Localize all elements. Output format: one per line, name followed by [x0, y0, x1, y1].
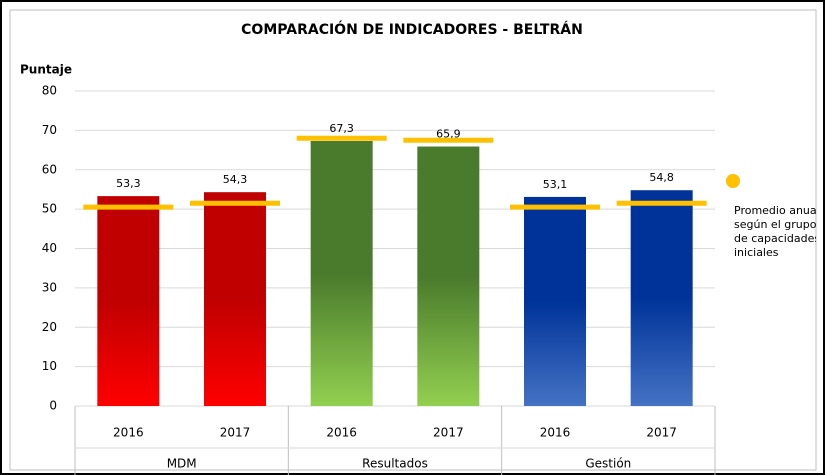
- x-tick-label: 2016: [326, 426, 357, 440]
- x-tick-label: 2017: [433, 426, 464, 440]
- x-tick-label: 2017: [220, 426, 251, 440]
- y-tick-label: 50: [42, 202, 57, 216]
- data-label: 67,3: [329, 122, 354, 135]
- y-tick-label: 80: [42, 84, 57, 98]
- bar: [524, 196, 586, 406]
- y-tick-label: 60: [42, 162, 57, 176]
- group-label: Resultados: [362, 457, 428, 471]
- bar: [204, 192, 266, 406]
- x-tick-label: 2017: [646, 426, 677, 440]
- legend-label: Promedio anual según el grupo de capacid…: [734, 204, 816, 259]
- data-label: 53,3: [116, 177, 141, 190]
- plot-frame: [9, 9, 817, 471]
- group-label: MDM: [167, 457, 197, 471]
- chart-title: COMPARACIÓN DE INDICADORES - BELTRÁN: [241, 20, 583, 38]
- legend-marker: [726, 174, 740, 188]
- bar: [310, 141, 373, 406]
- bar: [417, 146, 480, 407]
- y-tick-label: 30: [42, 280, 57, 294]
- x-tick-label: 2016: [113, 426, 144, 440]
- data-label: 54,3: [223, 173, 248, 186]
- y-tick-label: 20: [42, 320, 57, 334]
- legend: Promedio anual según el grupo de capacid…: [734, 204, 816, 274]
- data-label: 54,8: [649, 171, 674, 184]
- bar: [630, 190, 693, 406]
- x-tick-label: 2016: [540, 426, 571, 440]
- y-tick-label: 40: [42, 241, 57, 255]
- data-label: 53,1: [543, 178, 568, 191]
- bar: [97, 196, 160, 406]
- y-tick-label: 70: [42, 123, 57, 137]
- y-axis-label: Puntaje: [20, 63, 72, 77]
- y-tick-label: 0: [49, 399, 57, 413]
- y-tick-label: 10: [42, 359, 57, 373]
- data-label: 65,9: [436, 128, 461, 141]
- group-label: Gestión: [585, 457, 631, 471]
